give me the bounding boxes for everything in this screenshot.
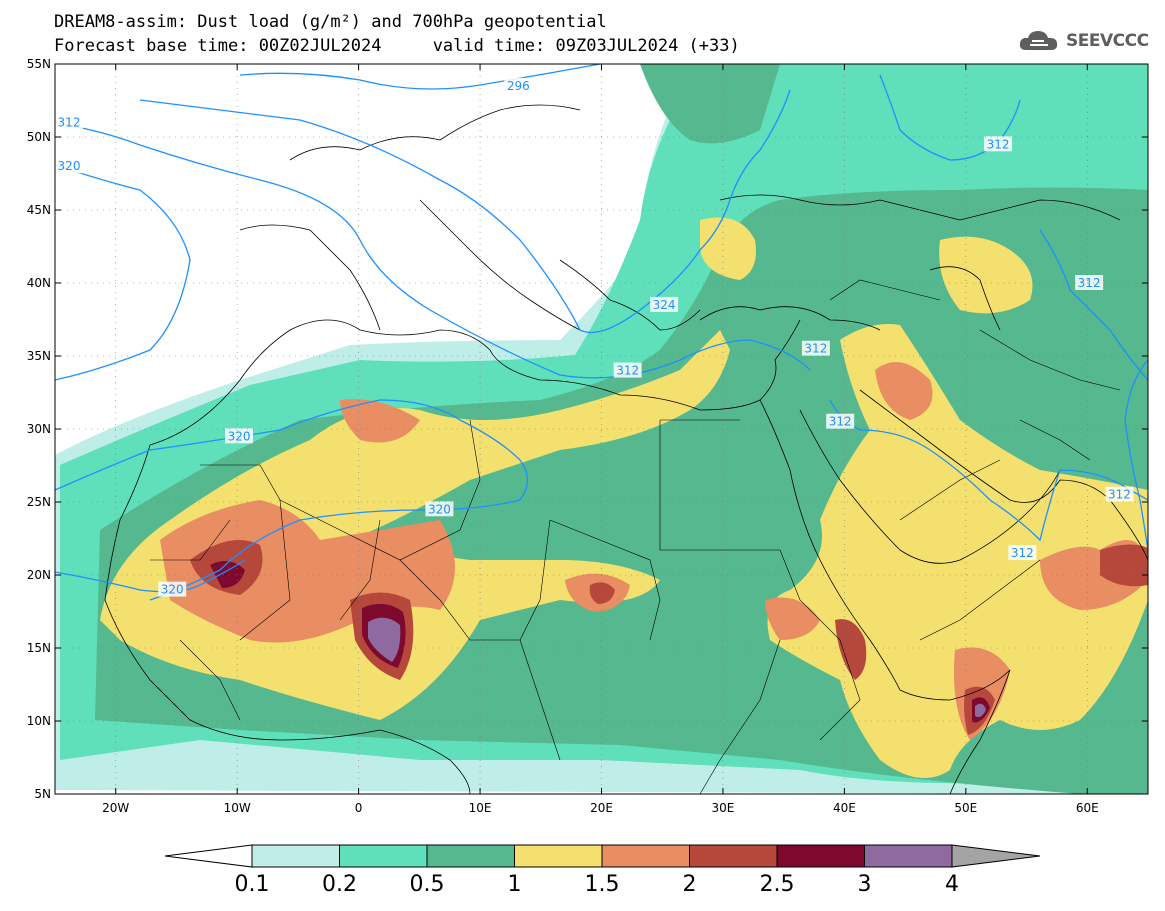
lat-tick-label: 20N	[27, 568, 51, 582]
contour-label: 312	[58, 115, 81, 129]
lat-lon-grid	[55, 64, 1148, 794]
colorbar-swatch	[251, 844, 340, 868]
colorbar-swatch	[864, 844, 953, 868]
contour-label-bg	[1075, 275, 1104, 290]
contour-label: 324	[653, 298, 676, 312]
contour-label: 312	[1108, 488, 1131, 502]
contour-label: 320	[161, 583, 184, 597]
contour-label-bg	[984, 136, 1013, 152]
colorbar-swatch	[339, 844, 428, 868]
contour-label-bg	[158, 581, 187, 597]
lon-tick-label: 20E	[590, 801, 613, 815]
contour-label-bg	[225, 428, 254, 444]
colorbar-label: 2	[683, 872, 697, 897]
lon-tick-label: 10E	[469, 801, 492, 815]
lon-tick-label: 30E	[712, 801, 735, 815]
lon-tick-label: 40E	[833, 801, 856, 815]
contour-label: 296	[507, 79, 530, 93]
contour-label: 312	[1078, 276, 1101, 290]
country-borders	[150, 279, 1121, 794]
lon-tick-label: 60E	[1076, 801, 1099, 815]
lon-tick-label: 10W	[224, 801, 251, 815]
contour-label-bg	[1105, 486, 1134, 502]
lat-tick-label: 5N	[34, 787, 51, 801]
colorbar-label: 0.5	[410, 872, 445, 897]
contour-label: 312	[1011, 546, 1034, 560]
longitude-axis: 20W 10W 0 10E 20E 30E 40E 50E 60E	[102, 64, 1099, 815]
forecast-time-line: Forecast base time: 00Z02JUL2024 valid t…	[54, 36, 740, 56]
geopotential-contours	[55, 64, 1148, 601]
colorbar-swatch	[426, 844, 515, 868]
contour-label: 320	[428, 502, 451, 516]
colorbar: 0.1 0.2 0.5 1 1.5 2 2.5 3 4	[164, 844, 1041, 897]
lon-tick-label: 50E	[954, 801, 977, 815]
contour-label: 312	[804, 342, 827, 356]
contour-label-bg	[826, 413, 855, 429]
contour-label: 312	[987, 137, 1010, 151]
contour-label-bg	[55, 158, 83, 174]
lat-tick-label: 30N	[27, 422, 51, 436]
lon-tick-label: 20W	[102, 801, 129, 815]
contour-labels: 296 312 320 312 312 324 312 312 312 320 320 312 312 3…	[55, 77, 1134, 597]
lat-tick-label: 40N	[27, 276, 51, 290]
cloud-icon	[1019, 31, 1058, 50]
lat-tick-label: 10N	[27, 714, 51, 728]
lon-tick-label: 0	[355, 801, 363, 815]
colorbar-label: 0.2	[322, 872, 357, 897]
latitude-axis: 55N 50N 45N 40N 35N 30N 25N 20N 15N 10N 5N	[27, 57, 1148, 801]
contour-label-bg	[613, 362, 642, 378]
colorbar-label: 2.5	[760, 872, 795, 897]
contour-label: 320	[58, 159, 81, 173]
seevccc-logo: SEEVCCC	[1018, 26, 1149, 56]
contour-label-bg	[650, 296, 679, 312]
contour-label-bg	[801, 340, 830, 356]
contour-label: 312	[616, 364, 639, 378]
contour-label: 312	[829, 415, 852, 429]
colorbar-label: 1.5	[585, 872, 620, 897]
colorbar-swatch	[689, 844, 778, 868]
contour-label: 320	[228, 429, 251, 443]
colorbar-upper-extend	[951, 844, 1041, 868]
colorbar-label: 4	[945, 872, 959, 897]
colorbar-swatch	[601, 844, 690, 868]
lat-tick-label: 55N	[27, 57, 51, 71]
contour-label-bg	[504, 77, 533, 93]
colorbar-label: 3	[858, 872, 872, 897]
lat-tick-label: 45N	[27, 203, 51, 217]
chart-title: DREAM8-assim: Dust load (g/m²) and 700hP…	[54, 12, 607, 32]
contour-label-bg	[1008, 545, 1037, 561]
lat-tick-label: 50N	[27, 130, 51, 144]
colorbar-label: 0.1	[235, 872, 270, 897]
lat-tick-label: 25N	[27, 495, 51, 509]
lat-tick-label: 15N	[27, 641, 51, 655]
colorbar-lower-extend	[164, 844, 253, 868]
colorbar-swatch	[776, 844, 865, 868]
contour-label-bg	[55, 114, 83, 130]
colorbar-swatch	[514, 844, 603, 868]
logo-text: SEEVCCC	[1066, 31, 1149, 51]
colorbar-label: 1	[508, 872, 522, 897]
contour-label-bg	[425, 501, 454, 517]
lat-tick-label: 35N	[27, 349, 51, 363]
